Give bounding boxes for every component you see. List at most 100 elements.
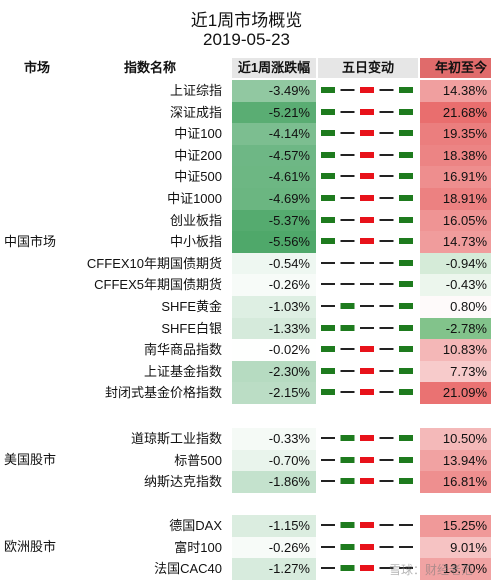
five-day-sparkline xyxy=(318,102,418,124)
table-row: CFFEX10年期国债期货 -0.54% -0.94% xyxy=(0,252,493,275)
sparkline-bar xyxy=(360,195,374,201)
sparkline-bar xyxy=(379,218,394,221)
sparkline-bar xyxy=(399,303,413,309)
sparkline-bar xyxy=(321,458,335,461)
table-row: 标普500 -0.70% 13.94% xyxy=(0,449,493,472)
weekly-change: -0.70% xyxy=(232,449,316,472)
sparkline-bar xyxy=(360,261,374,264)
sparkline-bar xyxy=(321,261,335,264)
five-day-sparkline xyxy=(318,231,418,253)
sparkline-bar xyxy=(340,303,355,309)
sparkline-bar xyxy=(340,283,355,286)
five-day-sparkline xyxy=(318,296,418,318)
sparkline-bar xyxy=(360,389,374,396)
sparkline-bar xyxy=(340,391,355,394)
sparkline-bar xyxy=(379,89,394,91)
ytd-change: 7.73% xyxy=(420,360,491,383)
sparkline-bar xyxy=(379,567,394,570)
table-row: 上证基金指数 -2.30% 7.73% xyxy=(0,360,493,383)
sparkline-bar xyxy=(379,261,394,264)
sparkline-bar xyxy=(360,565,374,572)
index-name: 中小板指 xyxy=(169,234,222,250)
group-label: 欧洲股市 xyxy=(4,539,57,555)
index-name: 德国DAX xyxy=(169,518,222,533)
sparkline-bar xyxy=(321,305,335,307)
weekly-change: -2.15% xyxy=(232,382,316,404)
sparkline-bar xyxy=(379,437,394,439)
index-name: CFFEX5年期国债期货 xyxy=(94,277,222,293)
ytd-change: 10.50% xyxy=(420,428,491,450)
ytd-change: 14.73% xyxy=(420,231,491,253)
sparkline-bar xyxy=(379,545,394,548)
weekly-change: -0.26% xyxy=(232,536,316,559)
sparkline-bar xyxy=(379,391,394,394)
ytd-change: 0.80% xyxy=(420,296,491,318)
sparkline-bar xyxy=(321,283,335,286)
sparkline-bar xyxy=(360,151,374,158)
sparkline-bar xyxy=(399,281,413,288)
page-title: 近1周市场概览 xyxy=(190,11,303,30)
sparkline-bar xyxy=(360,326,374,329)
sparkline-bar xyxy=(399,389,413,396)
sparkline-bar xyxy=(360,305,374,307)
sparkline-bar xyxy=(379,283,394,286)
header-name: 指数名称 xyxy=(123,60,176,75)
ytd-change: -0.94% xyxy=(420,252,491,275)
sparkline-bar xyxy=(399,173,413,180)
sparkline-bar xyxy=(321,389,335,396)
sparkline-bar xyxy=(321,437,335,439)
ytd-change: 16.05% xyxy=(420,209,491,232)
five-day-sparkline xyxy=(318,145,418,167)
index-name: 标普500 xyxy=(174,452,222,468)
watermark: 雪球：财经老范 xyxy=(388,563,473,577)
sparkline-bar xyxy=(360,346,374,353)
sparkline-bar xyxy=(360,543,374,550)
table-row: 深证成指 -5.21% 21.68% xyxy=(0,101,493,124)
sparkline-bar xyxy=(379,458,394,461)
index-name: 中证100 xyxy=(174,126,222,142)
index-name: 深证成指 xyxy=(169,104,222,120)
ytd-change: -2.78% xyxy=(420,317,491,340)
sparkline-bar xyxy=(360,87,374,93)
weekly-change: -4.14% xyxy=(232,123,316,145)
sparkline-bar xyxy=(360,216,374,223)
sparkline-bar xyxy=(399,367,413,374)
sparkline-bar xyxy=(321,524,335,526)
ytd-change: 9.01% xyxy=(420,536,491,559)
five-day-sparkline xyxy=(318,253,418,275)
weekly-change: -1.33% xyxy=(232,317,316,340)
table-row: 南华商品指数 -0.02% 10.83% xyxy=(0,339,493,361)
sparkline-bar xyxy=(321,545,335,548)
sparkline-bar xyxy=(360,456,374,463)
sparkline-bar xyxy=(321,151,335,158)
sparkline-bar xyxy=(360,173,374,180)
sparkline-bar xyxy=(340,565,355,572)
sparkline-bar xyxy=(399,567,413,570)
five-day-sparkline xyxy=(318,428,418,450)
table-row: CFFEX5年期国债期货 -0.26% -0.43% xyxy=(0,274,493,296)
sparkline-bar xyxy=(340,369,355,372)
ytd-change: 13.70% xyxy=(420,558,491,580)
sparkline-bar xyxy=(340,89,355,91)
ytd-change: -0.43% xyxy=(420,274,491,296)
sparkline-bar xyxy=(399,87,413,93)
header-market: 市场 xyxy=(23,60,50,75)
sparkline-bar xyxy=(340,324,355,331)
sparkline-bar xyxy=(379,197,394,199)
sparkline-bar xyxy=(360,108,374,115)
index-name: 纳斯达克指数 xyxy=(143,474,222,490)
sparkline-bar xyxy=(321,195,335,201)
weekly-change: -1.15% xyxy=(232,515,316,537)
table-row: 德国DAX -1.15% 15.25% xyxy=(0,515,493,537)
sparkline-bar xyxy=(379,153,394,156)
sparkline-bar xyxy=(379,369,394,372)
five-day-sparkline xyxy=(318,274,418,296)
sparkline-bar xyxy=(340,456,355,463)
index-name: 封闭式基金价格指数 xyxy=(104,385,222,401)
sparkline-bar xyxy=(340,110,355,113)
index-name: SHFE白银 xyxy=(161,320,222,336)
table-row: 创业板指 -5.37% 16.05% xyxy=(0,209,493,232)
sparkline-bar xyxy=(379,305,394,307)
sparkline-bar xyxy=(379,348,394,351)
sparkline-bar xyxy=(340,435,355,441)
